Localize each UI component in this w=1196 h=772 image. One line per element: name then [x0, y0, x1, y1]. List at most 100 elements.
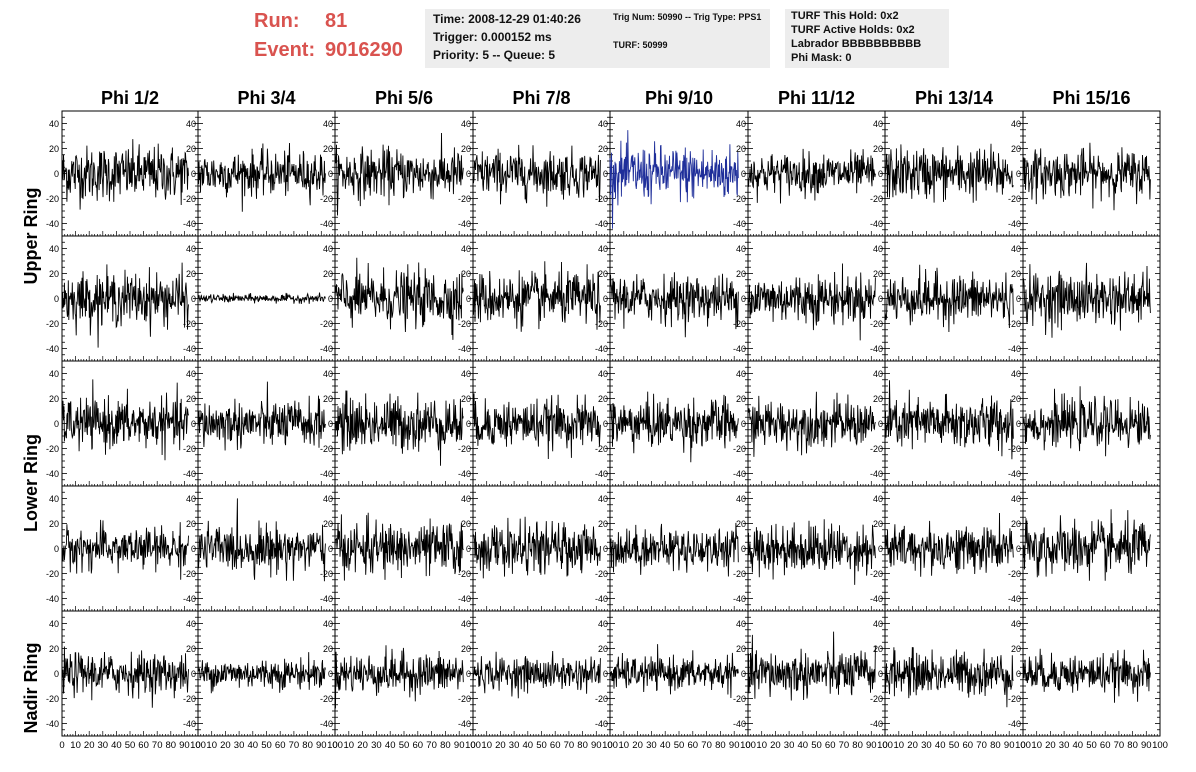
y-tick-label: -20: [458, 444, 471, 454]
y-tick-label: -40: [595, 594, 608, 604]
waveform-trace: [472, 261, 601, 332]
x-tick-label: 40: [935, 740, 946, 751]
x-tick-label: 80: [1127, 740, 1138, 751]
y-tick-label: -20: [183, 194, 196, 204]
x-tick-label: 100: [740, 740, 756, 751]
y-tick-label: -40: [870, 469, 883, 479]
y-tick-label: 40: [1011, 244, 1021, 254]
y-tick-label: 20: [49, 644, 59, 654]
waveform-trace: [61, 262, 189, 348]
y-tick-label: -40: [733, 469, 746, 479]
y-tick-label: -20: [320, 319, 333, 329]
y-tick-label: 0: [54, 544, 59, 554]
y-tick-label: 20: [49, 394, 59, 404]
y-tick-label: -40: [183, 594, 196, 604]
waveform-trace: [472, 393, 601, 460]
x-tick-label: 40: [385, 740, 396, 751]
x-tick-label: 20: [84, 740, 95, 751]
column-header-phi-3-4: Phi 3/4: [237, 88, 296, 108]
y-tick-label: -40: [870, 344, 883, 354]
phi-mask-line: Phi Mask: 0: [791, 52, 852, 64]
y-tick-label: 40: [736, 619, 746, 629]
y-tick-label: -20: [733, 444, 746, 454]
y-tick-label: -20: [46, 319, 59, 329]
waveform-trace: [1022, 142, 1151, 211]
x-tick-label: 50: [261, 740, 272, 751]
y-tick-label: -20: [46, 569, 59, 579]
y-tick-label: -20: [458, 194, 471, 204]
x-tick-label: 50: [811, 740, 822, 751]
y-tick-label: -40: [46, 594, 59, 604]
waveform-trace: [747, 391, 876, 457]
y-tick-label: -40: [870, 719, 883, 729]
y-tick-label: -20: [870, 194, 883, 204]
waveform-trace: [472, 516, 601, 579]
y-tick-label: 0: [466, 544, 471, 554]
y-tick-label: 40: [49, 619, 59, 629]
y-tick-label: -40: [1008, 719, 1021, 729]
x-tick-label: 70: [839, 740, 850, 751]
y-tick-label: -20: [1008, 319, 1021, 329]
turf-active-line: TURF Active Holds: 0x2: [791, 24, 915, 36]
waveform-trace: [472, 650, 601, 699]
y-tick-label: -20: [1008, 694, 1021, 704]
y-tick-label: 40: [873, 494, 883, 504]
x-tick-label: 90: [454, 740, 465, 751]
waveform-trace: [884, 647, 1014, 708]
x-tick-label: 80: [302, 740, 313, 751]
y-tick-label: -20: [458, 694, 471, 704]
y-tick-label: 0: [328, 294, 333, 304]
y-tick-label: 40: [1011, 119, 1021, 129]
column-header-phi-13-14: Phi 13/14: [914, 88, 994, 108]
x-tick-label: 70: [976, 740, 987, 751]
x-tick-label: 40: [798, 740, 809, 751]
x-tick-label: 20: [907, 740, 918, 751]
y-tick-label: 20: [186, 644, 196, 654]
x-tick-label: 20: [770, 740, 781, 751]
waveform-trace: [747, 148, 876, 204]
y-tick-label: 0: [54, 419, 59, 429]
waveform-trace: [61, 519, 189, 580]
y-tick-label: -40: [458, 469, 471, 479]
y-tick-label: 40: [736, 369, 746, 379]
x-tick-label: 40: [660, 740, 671, 751]
y-tick-label: 0: [54, 294, 59, 304]
y-tick-label: -40: [320, 219, 333, 229]
x-tick-label: 0: [882, 740, 887, 751]
y-tick-label: 0: [328, 544, 333, 554]
waveform-trace: [334, 257, 464, 340]
y-tick-label: -20: [183, 319, 196, 329]
y-tick-label: -20: [46, 194, 59, 204]
y-tick-label: 20: [461, 394, 471, 404]
y-tick-label: 40: [186, 244, 196, 254]
x-tick-label: 80: [715, 740, 726, 751]
x-tick-label: 0: [195, 740, 200, 751]
y-tick-label: -40: [46, 469, 59, 479]
y-tick-label: 40: [873, 619, 883, 629]
x-tick-label: 30: [784, 740, 795, 751]
x-tick-label: 30: [921, 740, 932, 751]
y-tick-label: -20: [320, 569, 333, 579]
y-tick-label: 0: [603, 294, 608, 304]
priority-line: Priority: 5 -- Queue: 5: [433, 48, 556, 62]
y-tick-label: 20: [873, 144, 883, 154]
y-tick-label: 40: [49, 494, 59, 504]
y-tick-label: 40: [1011, 494, 1021, 504]
y-tick-label: 0: [741, 669, 746, 679]
y-tick-label: 0: [1016, 169, 1021, 179]
y-tick-label: 20: [873, 644, 883, 654]
x-tick-label: 10: [344, 740, 355, 751]
y-tick-label: 0: [603, 419, 608, 429]
turf-info-box: TURF This Hold: 0x2 TURF Active Holds: 0…: [785, 9, 949, 68]
x-tick-label: 10: [619, 740, 630, 751]
run-value: 81: [325, 10, 348, 32]
y-tick-label: 20: [186, 519, 196, 529]
y-tick-label: -20: [733, 194, 746, 204]
y-tick-label: -40: [46, 719, 59, 729]
y-tick-label: -40: [46, 219, 59, 229]
y-tick-label: 20: [461, 144, 471, 154]
event-value: 9016290: [325, 39, 403, 61]
y-tick-label: -40: [870, 594, 883, 604]
y-tick-label: 20: [598, 269, 608, 279]
y-tick-label: 0: [54, 169, 59, 179]
